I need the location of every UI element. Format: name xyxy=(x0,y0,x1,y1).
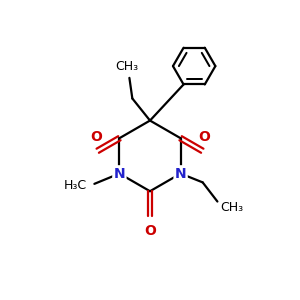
Text: CH₃: CH₃ xyxy=(115,60,138,73)
Text: O: O xyxy=(144,224,156,238)
Text: N: N xyxy=(114,167,125,181)
Text: N: N xyxy=(175,167,186,181)
Text: O: O xyxy=(198,130,210,144)
Text: CH₃: CH₃ xyxy=(220,201,244,214)
Text: O: O xyxy=(90,130,102,144)
Text: H₃C: H₃C xyxy=(64,179,87,192)
